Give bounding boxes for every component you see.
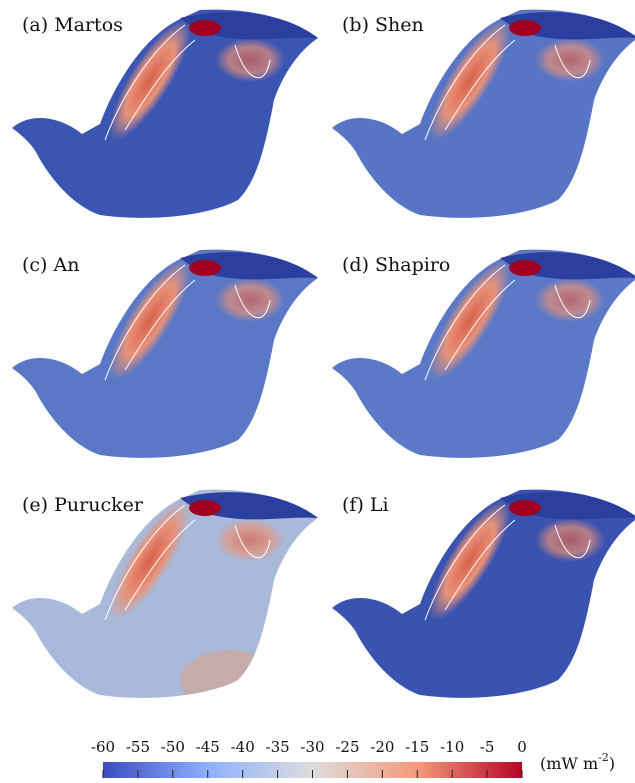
panel-label: (d) Shapiro [342, 254, 450, 276]
tick-label: -15 [405, 738, 429, 756]
map-panel: (a) Martos [12, 10, 318, 218]
hot-core [509, 20, 541, 36]
panels: (a) Martos (b) Shen (c) An (d) Shapiro (e) P… [12, 10, 635, 710]
tick-label: -25 [335, 738, 359, 756]
hot-lobe [535, 38, 605, 82]
panel-label: (e) Purucker [22, 494, 144, 516]
hot-lobe [215, 518, 285, 562]
unit-base: (mW m [540, 754, 598, 773]
map-panel: (f) Li [332, 490, 635, 698]
tick-label: -30 [300, 738, 324, 756]
unit-close: ) [609, 754, 615, 773]
panel-label: (c) An [22, 254, 79, 276]
hot-core [509, 260, 541, 276]
tick-label: -60 [91, 738, 115, 756]
figure: (a) Martos (b) Shen (c) An (d) Shapiro (e) P… [0, 0, 635, 783]
tick-label: -20 [370, 738, 394, 756]
tick-label: -10 [440, 738, 464, 756]
tick-label: 0 [517, 738, 527, 756]
hot-lobe [535, 278, 605, 322]
panel-label: (a) Martos [22, 14, 123, 36]
map-panel: (c) An [12, 250, 318, 458]
hot-core [189, 500, 221, 516]
hot-lobe [535, 518, 605, 562]
tick-label: -55 [126, 738, 150, 756]
colorbar-unit: (mW m-2) [540, 751, 615, 773]
tick-label: -40 [231, 738, 255, 756]
warm-corner [180, 650, 280, 710]
hot-core [189, 260, 221, 276]
hot-core [509, 500, 541, 516]
map-panel: (e) Purucker [12, 490, 318, 710]
tick-label: -35 [266, 738, 290, 756]
hot-lobe [215, 278, 285, 322]
hot-lobe [215, 38, 285, 82]
tick-label: -5 [480, 738, 495, 756]
tick-label: -45 [196, 738, 220, 756]
panel-label: (f) Li [342, 494, 389, 516]
panel-label: (b) Shen [342, 14, 424, 36]
map-panel: (b) Shen [332, 10, 635, 218]
hot-core [189, 20, 221, 36]
tick-label: -50 [161, 738, 185, 756]
unit-power: -2 [598, 751, 609, 764]
map-panel: (d) Shapiro [332, 250, 635, 458]
